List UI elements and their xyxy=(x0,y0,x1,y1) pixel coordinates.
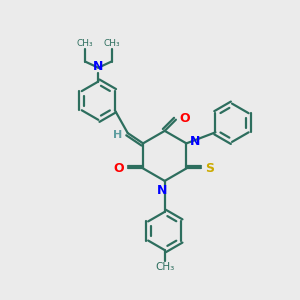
Text: O: O xyxy=(114,162,124,175)
Text: CH₃: CH₃ xyxy=(155,262,174,272)
Text: N: N xyxy=(157,184,168,197)
Text: CH₃: CH₃ xyxy=(103,39,120,48)
Text: O: O xyxy=(179,112,190,125)
Text: CH₃: CH₃ xyxy=(77,39,93,48)
Text: S: S xyxy=(205,162,214,175)
Text: N: N xyxy=(93,60,104,73)
Text: N: N xyxy=(190,135,200,148)
Text: H: H xyxy=(113,130,122,140)
